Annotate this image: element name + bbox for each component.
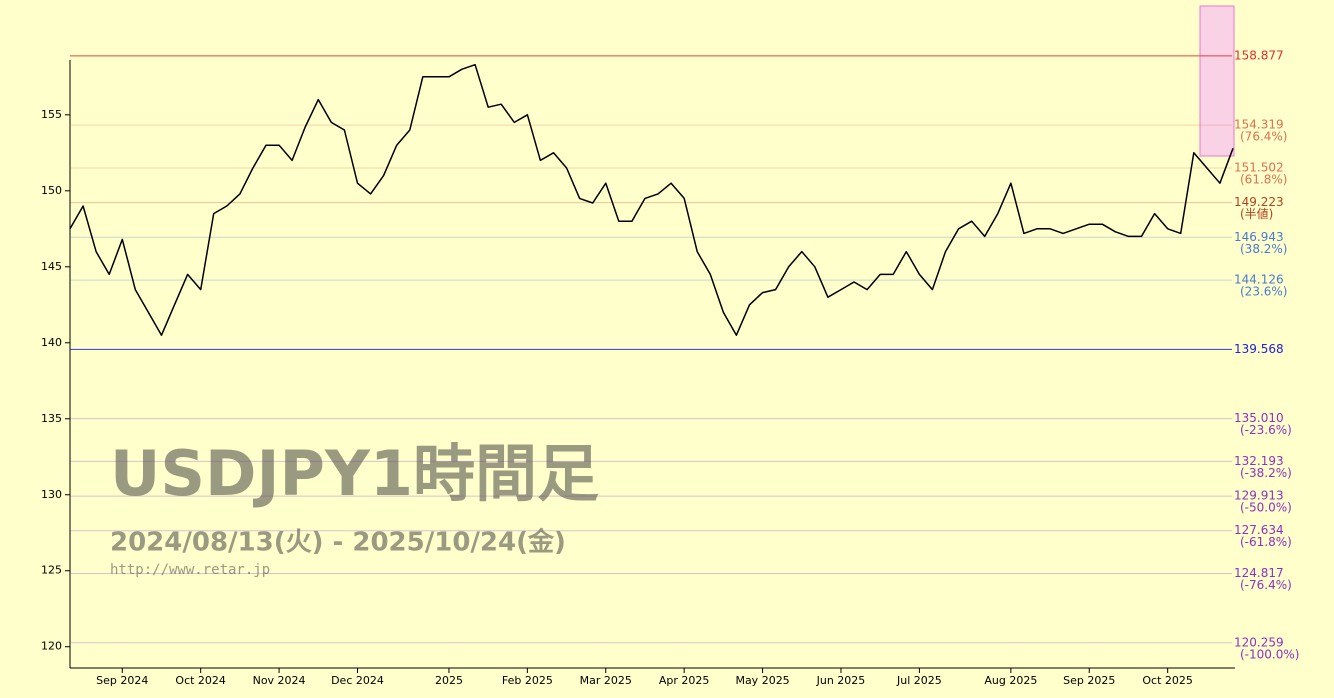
level-label: 146.943 [1234,230,1284,244]
x-tick-label: Dec 2024 [331,674,384,687]
x-tick-label: Nov 2024 [253,674,306,687]
level-note: (半値) [1240,206,1273,221]
y-tick-label: 150 [41,184,62,197]
y-tick-label: 130 [41,488,62,501]
level-note: (76.4%) [1240,130,1287,144]
x-tick-label: Jul 2025 [896,674,942,687]
level-label: 120.259 [1234,635,1284,649]
y-tick-label: 125 [41,564,62,577]
x-tick-label: Mar 2025 [580,674,632,687]
x-tick-label: Jun 2025 [816,674,866,687]
x-tick-label: Aug 2025 [984,674,1037,687]
y-tick-label: 140 [41,336,62,349]
y-tick-label: 155 [41,108,62,121]
x-tick-label: May 2025 [735,674,789,687]
chart-title: USDJPY1時間足 [110,437,599,510]
x-tick-label: Oct 2025 [1142,674,1193,687]
price-line [69,63,1234,336]
level-label: 151.502 [1234,160,1284,174]
level-label: 124.817 [1234,566,1284,580]
x-tick-label: 2025 [435,674,463,687]
level-note: (-100.0%) [1240,647,1299,661]
level-label: 129.913 [1234,489,1284,503]
level-label: 154.319 [1234,118,1284,132]
chart-subtitle: 2024/08/13(火) - 2025/10/24(金) [110,527,566,558]
x-tick-label: Apr 2025 [659,674,710,687]
y-tick-label: 145 [41,260,62,273]
x-tick-label: Oct 2024 [175,674,226,687]
level-note: (-76.4%) [1240,578,1292,592]
level-note: (61.8%) [1240,172,1287,186]
x-tick-label: Sep 2024 [96,674,148,687]
source-url: http://www.retar.jp [110,562,270,578]
level-note: (-61.8%) [1240,535,1292,549]
level-note: (38.2%) [1240,242,1287,256]
level-label: 149.223 [1234,195,1284,209]
level-label: 139.568 [1234,342,1284,356]
level-label: 135.010 [1234,411,1284,425]
level-note: (-38.2%) [1240,466,1292,480]
level-label: 158.877 [1234,48,1284,62]
level-note: (-50.0%) [1240,501,1292,515]
y-tick-label: 120 [41,640,62,653]
level-label: 132.193 [1234,454,1284,468]
y-tick-label: 135 [41,412,62,425]
x-tick-label: Sep 2025 [1063,674,1115,687]
annotation-box [1199,5,1235,157]
level-label: 144.126 [1234,273,1284,287]
level-note: (-23.6%) [1240,423,1292,437]
level-note: (23.6%) [1240,285,1287,299]
x-tick-label: Feb 2025 [502,674,553,687]
level-label: 127.634 [1234,523,1284,537]
